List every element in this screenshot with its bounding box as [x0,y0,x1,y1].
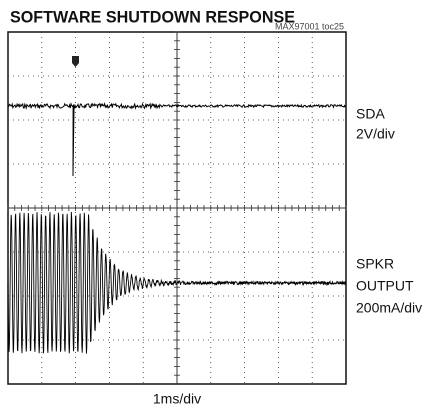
trigger-marker [72,56,79,67]
channel-name: SPKR [356,256,394,272]
traces [7,102,347,354]
graticule [7,31,347,384]
figure-title: SOFTWARE SHUTDOWN RESPONSE [10,7,295,26]
figure-id: MAX97001 toc25 [275,21,344,31]
time-scale: 1ms/div [153,391,201,407]
sda-trace [7,102,346,177]
speaker-trace [7,211,347,354]
channel-name: OUTPUT [356,278,414,294]
channel-scale: 2V/div [356,126,395,142]
channel-name: SDA [356,106,385,122]
channel-scale: 200mA/div [356,300,422,316]
